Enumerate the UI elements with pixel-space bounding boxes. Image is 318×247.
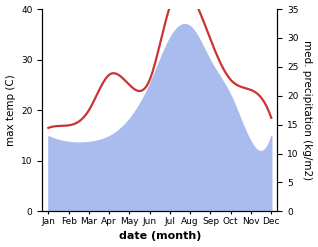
Y-axis label: max temp (C): max temp (C) — [5, 74, 16, 146]
Y-axis label: med. precipitation (kg/m2): med. precipitation (kg/m2) — [302, 40, 313, 180]
X-axis label: date (month): date (month) — [119, 231, 201, 242]
